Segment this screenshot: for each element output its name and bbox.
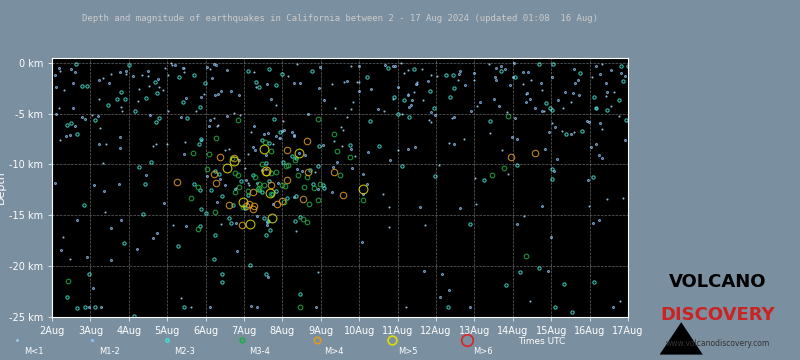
Polygon shape	[659, 322, 702, 355]
Text: M1-2: M1-2	[99, 346, 120, 356]
Text: VOLCANO: VOLCANO	[669, 273, 766, 291]
Text: M2-3: M2-3	[174, 346, 195, 356]
Text: www.volcanodiscovery.com: www.volcanodiscovery.com	[666, 339, 770, 348]
Text: M<1: M<1	[24, 346, 44, 356]
Text: M3-4: M3-4	[249, 346, 270, 356]
Text: M>6: M>6	[474, 346, 493, 356]
Text: Depth and magnitude of earthquakes in California between 2 - 17 Aug 2024 (update: Depth and magnitude of earthquakes in Ca…	[82, 14, 598, 23]
Y-axis label: Depth: Depth	[0, 170, 6, 204]
Text: DISCOVERY: DISCOVERY	[661, 306, 775, 324]
Text: M>4: M>4	[324, 346, 343, 356]
Text: M>5: M>5	[398, 346, 418, 356]
Text: Times UTC: Times UTC	[518, 338, 566, 346]
